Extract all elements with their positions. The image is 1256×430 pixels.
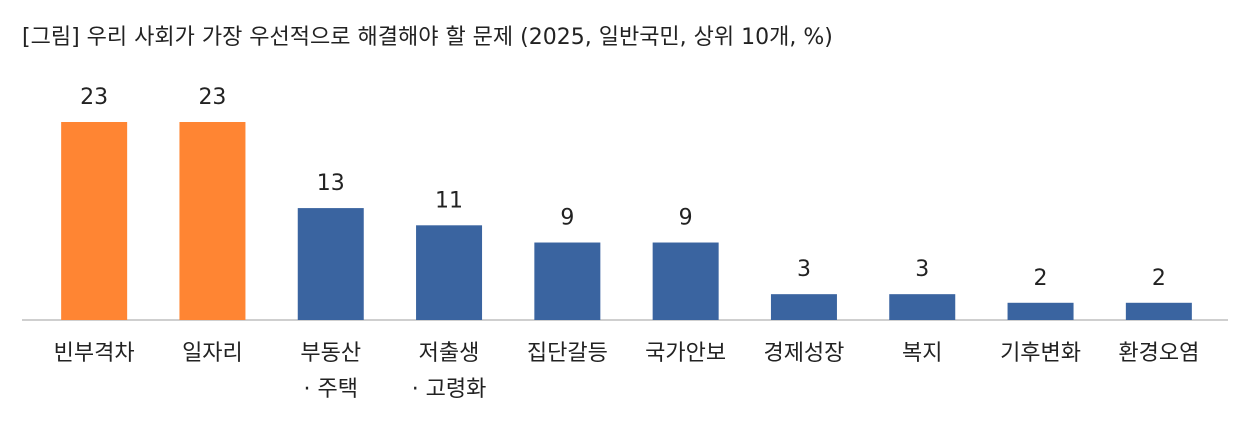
bar <box>652 242 719 320</box>
x-tick-label: 부동산 · 주택 <box>300 341 362 402</box>
x-tick-label: 복지 <box>902 341 943 366</box>
data-label: 23 <box>80 85 108 110</box>
data-label: 9 <box>560 206 574 231</box>
x-tick-label: 집단갈등 <box>526 341 608 366</box>
data-label: 13 <box>317 171 345 196</box>
data-label: 3 <box>797 257 811 282</box>
data-label: 9 <box>679 206 693 231</box>
bar <box>61 122 128 320</box>
x-tick-label: 빈부격차 <box>53 341 135 366</box>
bar <box>1125 302 1192 320</box>
chart-title: [그림] 우리 사회가 가장 우선적으로 해결해야 할 문제 (2025, 일반… <box>22 25 833 50</box>
bar <box>770 294 837 320</box>
bar <box>889 294 956 320</box>
bar <box>534 242 601 320</box>
x-tick-label: 환경오염 <box>1118 341 1200 366</box>
x-tick-label: 일자리 <box>182 341 243 366</box>
bar <box>179 122 246 320</box>
data-label: 23 <box>198 85 226 110</box>
x-tick-label: 국가안보 <box>645 341 727 366</box>
bar <box>297 208 364 320</box>
x-tick-label: 경제성장 <box>763 341 845 366</box>
data-label: 2 <box>1034 266 1048 291</box>
bar <box>1007 302 1074 320</box>
x-tick-label: 기후변화 <box>1000 341 1082 366</box>
bar <box>416 225 483 320</box>
data-label: 3 <box>915 257 929 282</box>
data-label: 2 <box>1152 266 1166 291</box>
data-label: 11 <box>435 188 463 213</box>
x-tick-label: 저출생 · 고령화 <box>411 341 487 402</box>
